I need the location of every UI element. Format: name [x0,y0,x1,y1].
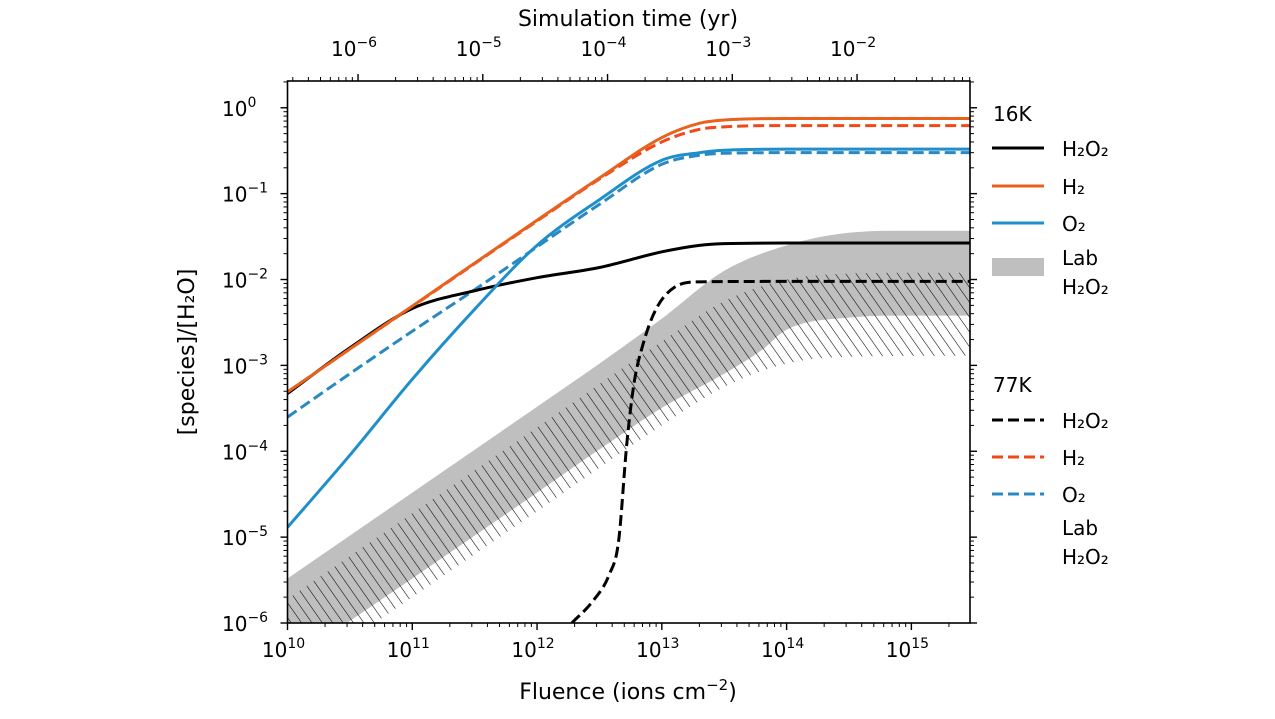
top-tick-label: 10−5 [456,35,502,61]
x-tick-label-base: 10 [387,638,412,662]
x-tick-label-exponent: 10 [287,636,305,652]
top-tick-label-exponent: −2 [855,35,876,51]
top-axis-label: Simulation time (yr) [518,7,738,32]
series-line-77k-3 [570,279,970,623]
y-tick-label: 10−3 [222,352,268,378]
top-tick-label-exponent: −5 [481,35,502,51]
y-tick-label: 10−5 [222,524,268,550]
legend-label: O₂ [1062,483,1086,507]
legend-label: H₂O₂ [1062,275,1109,299]
x-tick-label: 1010 [262,636,305,662]
legend-label: H₂O₂ [1062,545,1109,569]
top-tick-label-base: 10 [581,37,606,61]
y-tick-label-exponent: −4 [247,438,268,454]
legend-label: H₂O₂ [1062,137,1109,161]
x-tick-label-exponent: 14 [786,636,804,652]
legend-group-16k: 16K [993,102,1032,126]
y-tick-label-exponent: −5 [247,524,268,540]
y-tick-label: 10−1 [222,181,268,207]
y-tick-label-base: 10 [222,526,247,550]
legend-label: O₂ [1062,212,1086,236]
y-tick-label-base: 10 [222,269,247,293]
x-axis-label-sup: −2 [706,676,728,694]
legend-swatch-lab-16k [992,258,1044,276]
y-tick-label-base: 10 [222,440,247,464]
y-tick-label: 10−2 [222,267,268,293]
band-lab-h2o2-77k [287,272,970,623]
y-tick-label-base: 10 [222,612,247,636]
x-tick-label-base: 10 [511,638,536,662]
top-tick-label-exponent: −3 [731,35,752,51]
series-line-16k-2 [287,147,970,529]
x-tick-label: 1014 [761,636,804,662]
x-tick-label: 1013 [636,636,679,662]
series-layer [287,116,970,623]
x-tick-label-base: 10 [262,638,287,662]
legend-label: Lab [1062,246,1098,270]
legend-label: H₂ [1062,446,1085,470]
top-tick-label: 10−2 [830,35,876,61]
y-tick-label: 10−6 [222,610,268,636]
y-tick-label-exponent: −2 [247,267,268,283]
plot-frame [286,80,971,624]
series-line-77k-5 [287,151,970,419]
y-tick-label: 100 [222,95,256,121]
x-axis-label: Fluence (ions cm−2) [519,676,737,705]
y-tick-label-base: 10 [222,183,247,207]
top-tick-label: 10−4 [581,35,627,61]
top-tick-label-base: 10 [830,37,855,61]
top-tick-label-base: 10 [331,37,356,61]
top-tick-label: 10−3 [705,35,751,61]
x-tick-label-exponent: 13 [662,636,680,652]
y-tick-label-base: 10 [222,354,247,378]
legend-label: H₂O₂ [1062,409,1109,433]
x-tick-label: 1015 [886,636,929,662]
top-tick-label-base: 10 [456,37,481,61]
y-tick-label-exponent: 0 [247,95,256,111]
top-tick-label-base: 10 [705,37,730,61]
x-tick-label: 1011 [387,636,430,662]
x-tick-label-exponent: 12 [537,636,555,652]
y-tick-label: 10−4 [222,438,268,464]
top-tick-label: 10−6 [331,35,377,61]
y-tick-label-exponent: −3 [247,352,268,368]
legend-swatch-lab-77k [992,528,1044,546]
x-tick-label: 1012 [511,636,554,662]
x-tick-label-base: 10 [886,638,911,662]
y-tick-label-exponent: −1 [247,181,268,197]
x-axis-label-main: Fluence (ions cm [519,680,706,705]
legend-group-77k: 77K [993,373,1032,397]
x-tick-label-exponent: 11 [412,636,430,652]
x-tick-label-exponent: 15 [911,636,929,652]
x-tick-label-base: 10 [636,638,661,662]
y-axis-label: [species]/[H₂O] [175,269,200,436]
x-tick-label-base: 10 [761,638,786,662]
top-tick-label-exponent: −4 [606,35,627,51]
y-tick-label-base: 10 [222,97,247,121]
y-tick-label-exponent: −6 [247,610,268,626]
x-axis-label-end: ) [728,680,737,705]
top-tick-label-exponent: −6 [356,35,377,51]
bands-layer [287,230,970,623]
series-line-77k-4 [287,124,970,394]
legend-label: H₂ [1062,175,1085,199]
series-line-16k-1 [287,116,970,394]
legend-label: Lab [1062,516,1098,540]
